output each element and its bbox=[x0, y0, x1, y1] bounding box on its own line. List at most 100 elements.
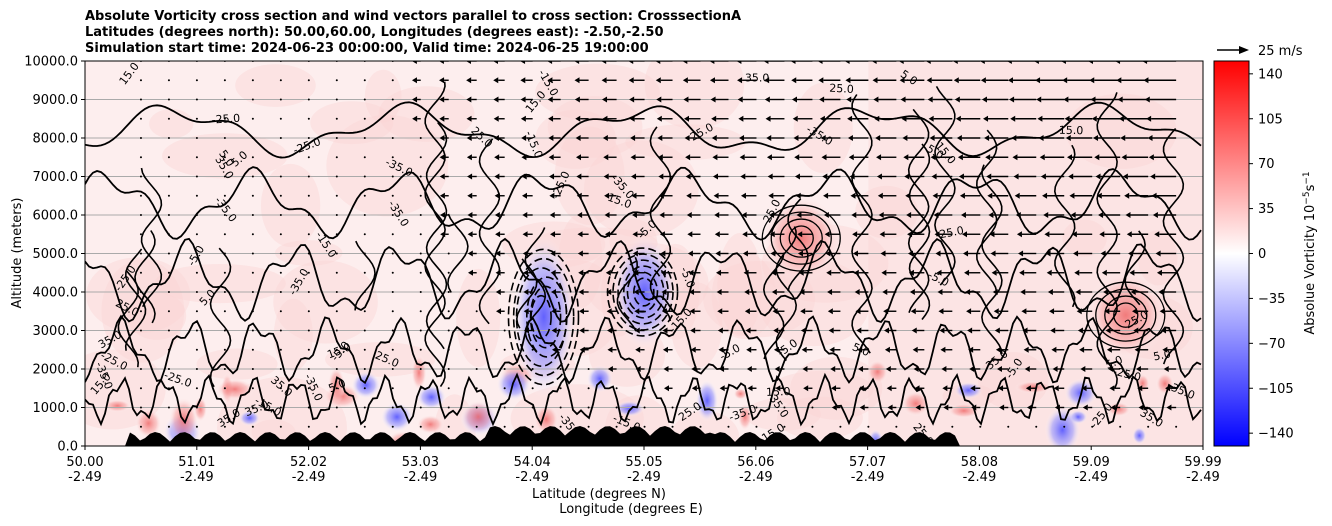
wind-vector bbox=[335, 329, 338, 332]
wind-vector bbox=[139, 252, 142, 255]
wind-vector bbox=[979, 425, 982, 428]
contour-label: -25.0 bbox=[211, 112, 240, 127]
wind-vector bbox=[587, 425, 590, 428]
wind-vector bbox=[167, 291, 170, 293]
colorbar-tick-label: 140 bbox=[1258, 67, 1283, 82]
wind-vector-head bbox=[662, 346, 668, 353]
wind-vector bbox=[839, 425, 842, 428]
y-axis-label: Altitude (meters) bbox=[10, 198, 25, 309]
wind-vector-head bbox=[738, 115, 744, 122]
wind-vector bbox=[279, 310, 282, 313]
wind-vector bbox=[167, 329, 170, 332]
wind-vector-head bbox=[1014, 192, 1020, 199]
wind-vector bbox=[139, 117, 142, 120]
wind-vector-head bbox=[577, 231, 583, 238]
wind-vector bbox=[307, 79, 310, 82]
wind-vector-head bbox=[658, 173, 664, 180]
wind-vector-head bbox=[930, 154, 936, 161]
wind-vector-head bbox=[1015, 212, 1021, 218]
wind-vector-head bbox=[992, 289, 998, 295]
title-line-2: Latitudes (degrees north): 50.00,60.00, … bbox=[85, 25, 664, 40]
wind-vector-head bbox=[831, 404, 837, 411]
wind-vector-head bbox=[1045, 250, 1051, 257]
wind-vector bbox=[279, 387, 282, 390]
wind-vector-head bbox=[901, 115, 907, 122]
wind-vector-head bbox=[902, 135, 908, 141]
y-tick-label: 2000.0 bbox=[33, 363, 79, 378]
wind-vector bbox=[251, 406, 254, 409]
wind-vector-head bbox=[578, 269, 584, 276]
wind-vector bbox=[139, 137, 142, 139]
vorticity-feature bbox=[416, 384, 447, 410]
wind-vector-head bbox=[1013, 173, 1019, 180]
wind-vector-head bbox=[795, 192, 801, 199]
wind-vector bbox=[307, 406, 310, 409]
wind-vector-head bbox=[467, 192, 473, 199]
wind-vector-head bbox=[468, 269, 474, 276]
wind-vector-head bbox=[1100, 250, 1106, 257]
wind-vector bbox=[167, 406, 170, 409]
wind-vector-head bbox=[929, 135, 935, 141]
vorticity-feature bbox=[351, 371, 381, 399]
wind-vector-head bbox=[493, 77, 499, 84]
wind-vector-head bbox=[1105, 327, 1111, 334]
wind-vector-head bbox=[550, 231, 556, 238]
wind-vector-head bbox=[466, 77, 472, 84]
wind-vector-head bbox=[741, 212, 747, 218]
wind-vector-head bbox=[603, 154, 609, 161]
wind-vector bbox=[475, 406, 478, 409]
wind-vector-head bbox=[691, 366, 697, 372]
wind-vector bbox=[531, 368, 534, 370]
wind-vector bbox=[363, 233, 366, 236]
wind-vector-head bbox=[1060, 61, 1066, 64]
wind-vector-head bbox=[1128, 250, 1134, 257]
wind-vector-head bbox=[712, 154, 718, 161]
wind-vector-head bbox=[767, 173, 773, 180]
wind-vector bbox=[223, 425, 226, 428]
wind-vector-head bbox=[990, 250, 996, 257]
wind-vector-head bbox=[688, 269, 694, 276]
wind-vector bbox=[419, 329, 422, 332]
wind-vector-head bbox=[819, 115, 825, 122]
field-patch bbox=[703, 260, 816, 338]
wind-vector bbox=[139, 194, 142, 197]
wind-vector-head bbox=[792, 115, 798, 122]
wind-vector-head bbox=[772, 308, 778, 315]
wind-vector-head bbox=[521, 173, 527, 180]
field-patch bbox=[325, 342, 436, 377]
wind-vector-head bbox=[604, 212, 610, 218]
wind-vector bbox=[195, 137, 198, 139]
wind-vector-head bbox=[829, 346, 835, 353]
wind-vector bbox=[279, 137, 282, 139]
wind-vector bbox=[195, 252, 198, 255]
wind-vector-head bbox=[1018, 250, 1024, 257]
wind-vector-head bbox=[1151, 192, 1157, 199]
x-tick-label-lat: 52.02 bbox=[290, 455, 327, 470]
wind-vector-head bbox=[856, 327, 862, 334]
wind-vector bbox=[307, 98, 310, 101]
wind-vector-head bbox=[881, 269, 887, 276]
wind-vector-head bbox=[439, 135, 445, 141]
wind-vector bbox=[447, 425, 450, 428]
wind-vector-head bbox=[523, 327, 529, 334]
wind-vector-head bbox=[493, 135, 499, 141]
wind-vector-head bbox=[439, 173, 445, 180]
wind-vector-head bbox=[656, 96, 662, 103]
x-tick-label-lat: 59.99 bbox=[1184, 455, 1221, 470]
vorticity-feature bbox=[416, 414, 445, 435]
wind-vector bbox=[307, 194, 310, 197]
y-tick-label: 7000.0 bbox=[33, 170, 79, 185]
wind-vector-head bbox=[743, 269, 749, 276]
x-tick-label-lat: 59.09 bbox=[1073, 455, 1110, 470]
wind-vector-head bbox=[1098, 212, 1104, 218]
wind-vector-head bbox=[601, 61, 607, 64]
wind-vector-head bbox=[549, 212, 555, 218]
wind-vector bbox=[195, 291, 198, 293]
wind-vector-head bbox=[850, 192, 856, 199]
wind-vector bbox=[279, 425, 282, 428]
wind-vector-head bbox=[1044, 231, 1050, 238]
wind-vector bbox=[391, 79, 394, 82]
wind-vector-head bbox=[826, 269, 832, 276]
wind-vector-head bbox=[656, 115, 662, 122]
wind-vector bbox=[335, 156, 338, 159]
